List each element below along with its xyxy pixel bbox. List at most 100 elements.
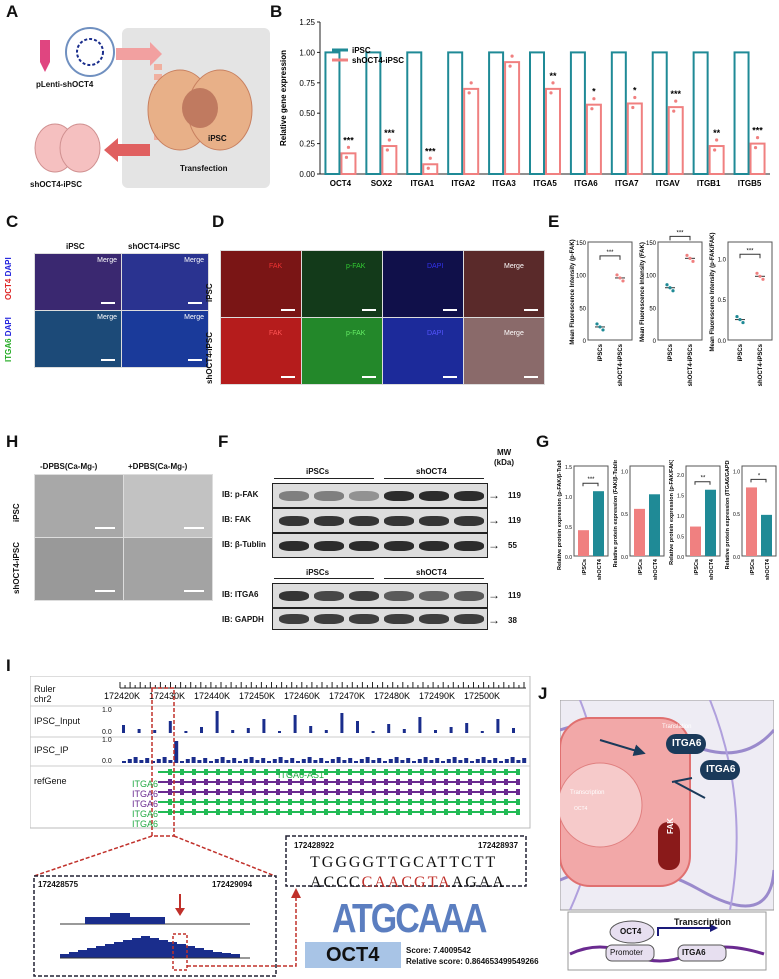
y-tick-label: 0.5 xyxy=(733,512,740,518)
dapi-label: DAPI xyxy=(427,330,444,337)
ip-peak xyxy=(145,758,150,763)
bar-ipsc xyxy=(529,51,545,175)
input-peak xyxy=(480,731,484,733)
blot-strip xyxy=(272,533,488,558)
zoom-ip-bar xyxy=(105,944,114,958)
y-axis-label: Relative protein expression (FAK/β-Tubli… xyxy=(613,460,619,567)
ruler-tick-label: 172490K xyxy=(419,691,455,701)
ip-peak xyxy=(412,761,416,763)
x-tick-label: shOCT4-iPSCs xyxy=(758,343,764,386)
plot-frame xyxy=(685,465,721,557)
zoom-ip-bar xyxy=(123,940,132,958)
exon xyxy=(420,799,424,805)
ruler-tick-label: 172480K xyxy=(374,691,410,701)
zoom-arrowhead xyxy=(175,908,185,916)
input-peak xyxy=(184,731,188,733)
merge-label: Merge xyxy=(184,314,204,321)
zoom-ip-bar xyxy=(159,940,168,958)
gene-label: ITGA6 xyxy=(132,809,159,819)
panel-label-b: B xyxy=(270,2,283,21)
blot-band xyxy=(349,490,379,501)
y-tick-label: 0.0 xyxy=(565,555,572,561)
exon xyxy=(324,769,328,775)
exon xyxy=(504,769,508,775)
exon xyxy=(432,799,436,805)
h-row2-label: shOCT4-iPSC xyxy=(12,541,21,594)
bar-ipsc xyxy=(406,51,423,175)
d-fak-ipsc-image: FAK xyxy=(220,250,302,318)
bar-shoct4 xyxy=(708,145,725,175)
blot-band xyxy=(279,590,309,601)
c-col-shoct4: shOCT4-iPSC xyxy=(128,242,181,251)
exon xyxy=(480,769,484,775)
input-peak xyxy=(293,715,297,733)
exon xyxy=(204,809,208,815)
ip-peak xyxy=(470,761,474,763)
y-tick-label: 0.25 xyxy=(299,140,315,149)
ip-peak xyxy=(510,757,515,763)
bar-ipsc xyxy=(651,51,668,175)
zoom-input-peak xyxy=(110,913,130,917)
x-tick-label: shOCT4 xyxy=(597,558,603,580)
input-peak xyxy=(496,719,500,733)
exon xyxy=(372,769,376,775)
input-peak xyxy=(512,728,515,733)
ip-peak xyxy=(458,760,463,763)
zoom-ip-bar xyxy=(96,946,105,958)
y-tick-label: 100 xyxy=(646,274,657,280)
y-tick-label: 0.5 xyxy=(565,525,572,531)
data-point xyxy=(738,317,742,322)
ip-peak xyxy=(133,757,138,763)
x-tick-label: ITGA1 xyxy=(410,179,434,188)
ip-peak xyxy=(203,758,208,763)
exon xyxy=(276,779,280,785)
data-point xyxy=(691,259,695,263)
input-peak xyxy=(434,730,437,733)
y-axis-label: Relative protein expression (p-FAK/FAK) xyxy=(669,460,675,565)
bar xyxy=(705,489,716,556)
ip-ymax: 1.0 xyxy=(102,737,112,744)
significance-bracket xyxy=(582,482,599,487)
input-peak xyxy=(387,724,391,733)
data-point xyxy=(385,148,389,152)
significance-label: * xyxy=(758,473,761,479)
ip-peak xyxy=(168,760,173,763)
exon xyxy=(228,809,232,815)
data-point xyxy=(671,289,675,293)
y-axis-label: Mean Fluorescence Intensity (p-FAK/FAK) xyxy=(710,232,716,351)
d-fak-sh-image: FAK xyxy=(220,317,302,385)
exon xyxy=(372,789,376,795)
blot-band xyxy=(314,590,344,601)
exon xyxy=(396,769,400,775)
exon xyxy=(216,789,220,795)
data-point xyxy=(665,283,669,287)
blot-band xyxy=(454,490,484,501)
ip-peak xyxy=(313,760,318,763)
exon xyxy=(348,809,352,815)
zoom-ip-bar xyxy=(195,948,204,958)
ip-peak xyxy=(504,759,509,763)
x-tick-label: ITGA3 xyxy=(492,179,516,188)
exon xyxy=(252,799,256,805)
blot-band xyxy=(384,590,414,601)
blot-label: IB: FAK xyxy=(222,515,251,524)
exon xyxy=(348,779,352,785)
translation-label: Translation xyxy=(662,724,692,730)
ip-peak xyxy=(342,760,347,763)
y-tick-label: 0.0 xyxy=(621,555,628,561)
exon xyxy=(468,799,472,805)
ip-peak xyxy=(493,758,498,763)
blot-band xyxy=(314,540,344,551)
bar-shoct4 xyxy=(340,152,357,176)
mw-arrow: → xyxy=(488,613,500,627)
h-row1-label: iPSC xyxy=(12,503,21,522)
blot-band xyxy=(419,590,449,601)
motif-name: OCT4 xyxy=(326,944,380,966)
zoom-ip-bar xyxy=(168,942,177,958)
exon xyxy=(384,789,388,795)
ip-peak xyxy=(371,760,376,763)
exon xyxy=(480,779,484,785)
blot-band xyxy=(349,590,379,601)
exon xyxy=(300,769,304,775)
plot-frame xyxy=(629,465,665,557)
